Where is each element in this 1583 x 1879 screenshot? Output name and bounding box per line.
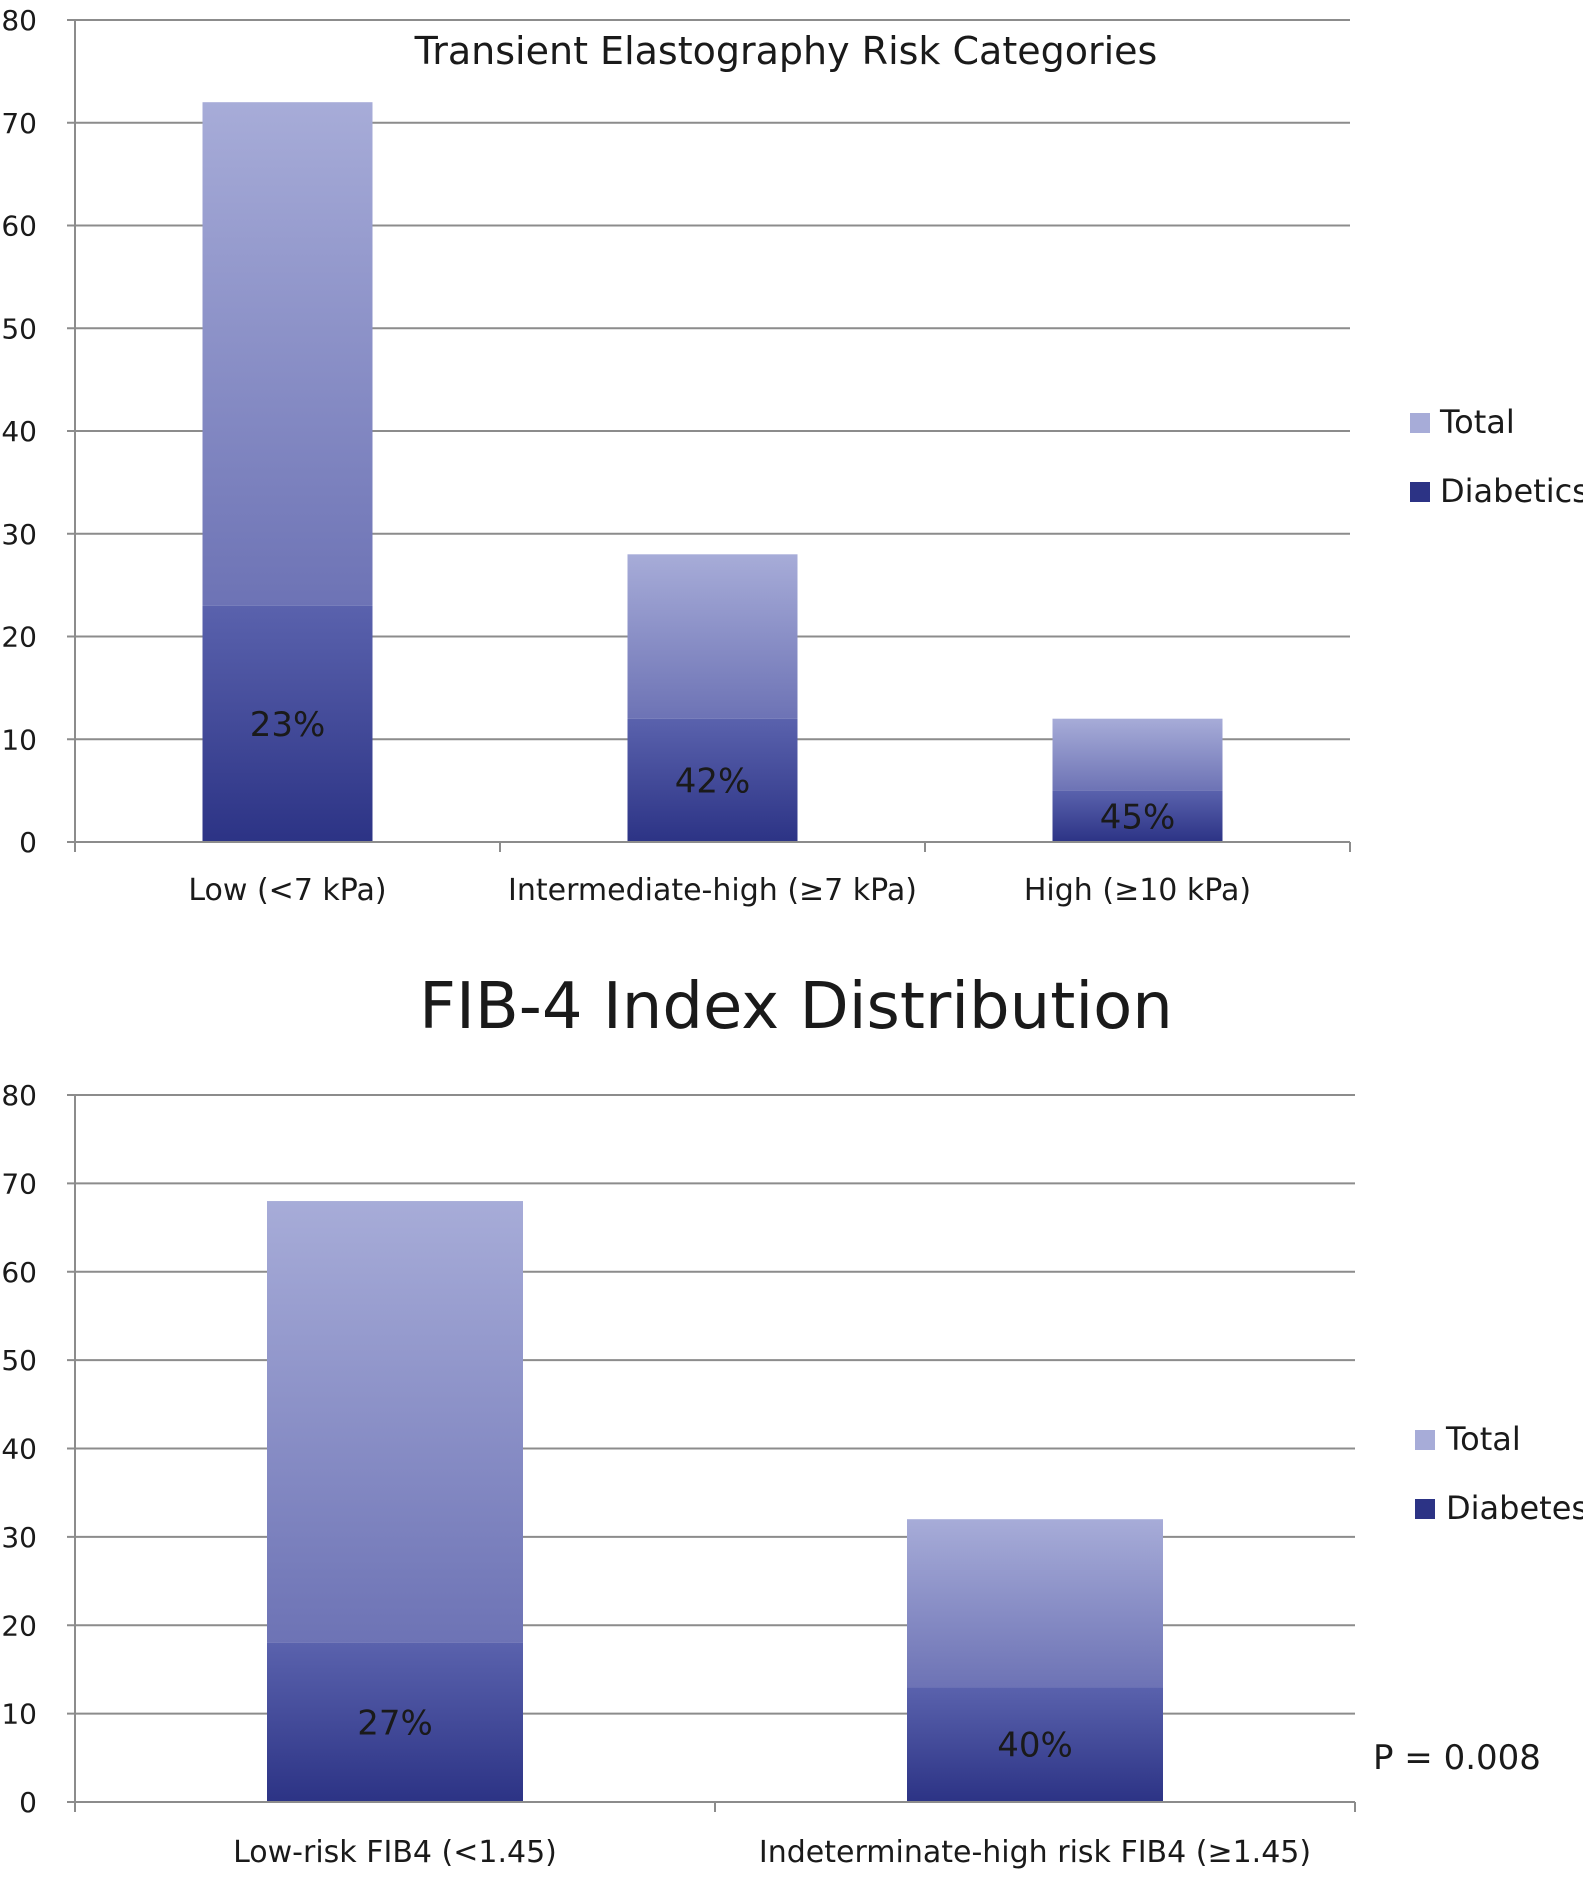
chart1-bar-label: 45% <box>1100 797 1176 837</box>
legend1-diabetics-swatch <box>1410 482 1430 502</box>
chart2-y-tick-label: 60 <box>1 1256 37 1289</box>
chart2-bar-diabetics <box>267 1642 523 1802</box>
chart1-bar-total <box>1052 718 1223 791</box>
chart2-bar-label: 40% <box>997 1726 1073 1766</box>
chart2-bar-label: 27% <box>357 1703 433 1743</box>
chart1-title: Transient Elastography Risk Categories <box>414 29 1158 73</box>
chart1-category-label: Intermediate-high (≥7 kPa) <box>508 873 917 908</box>
chart1-y-tick-label: 70 <box>1 107 37 140</box>
chart1-y-tick-label: 80 <box>1 4 37 37</box>
chart1-bar-total <box>627 554 798 719</box>
chart2-y-tick-label: 30 <box>1 1521 37 1554</box>
chart1-y-tick-label: 50 <box>1 312 37 345</box>
chart2-title: FIB-4 Index Distribution <box>419 970 1173 1044</box>
chart1-bar-label: 42% <box>675 761 751 801</box>
legend2-diabetes-swatch <box>1415 1499 1435 1519</box>
chart2-category-label: Low-risk FIB4 (<1.45) <box>233 1835 557 1870</box>
chart2-y-tick-label: 20 <box>1 1609 37 1642</box>
chart2-category-label: Indeterminate-high risk FIB4 (≥1.45) <box>759 1835 1311 1870</box>
chart2-bar-diabetics <box>907 1687 1163 1802</box>
chart1-bar-total <box>202 102 373 606</box>
legend1-diabetics-label: Diabetics <box>1440 472 1583 510</box>
legend1-total-swatch <box>1410 413 1430 433</box>
p-value-annotation: P = 0.008 <box>1373 1738 1541 1778</box>
chart2-y-tick-labels: 0 10 20 30 40 50 60 70 80 <box>1 1079 37 1819</box>
chart1-legend: Total Diabetics <box>1410 403 1583 510</box>
chart2-x-tick-labels: Low-risk FIB4 (<1.45) Indeterminate-high … <box>233 1835 1311 1870</box>
chart2-y-tick-label: 50 <box>1 1344 37 1377</box>
chart2-y-tick-label: 10 <box>1 1698 37 1731</box>
chart1-y-tick-label: 30 <box>1 518 37 551</box>
chart1-y-tick-label: 40 <box>1 415 37 448</box>
chart1-category-label: Low (<7 kPa) <box>188 873 386 908</box>
chart2-axes <box>67 1094 1356 1812</box>
chart1-bar-diabetics <box>202 605 373 842</box>
chart1-bars: 23% 42% 45% <box>202 102 1223 842</box>
chart2-bar-total <box>267 1201 523 1643</box>
chart1-y-tick-label: 60 <box>1 210 37 243</box>
legend2-diabetes-label: Diabetes <box>1446 1489 1583 1527</box>
chart2-y-tick-label: 0 <box>19 1786 37 1819</box>
chart1-y-tick-label: 0 <box>19 826 37 859</box>
chart1-y-tick-label: 20 <box>1 621 37 654</box>
chart1-bar-diabetics <box>627 718 798 842</box>
chart2-y-tick-label: 80 <box>1 1079 37 1112</box>
chart2-y-tick-label: 70 <box>1 1167 37 1200</box>
chart1-bar-label: 23% <box>250 705 326 745</box>
chart-transient-elastography: 23% 42% 45% 0 10 20 30 40 50 60 70 80 Low (<7 kPa)… <box>1 4 1583 908</box>
chart2-bar-total <box>907 1519 1163 1688</box>
chart1-category-label: High (≥10 kPa) <box>1024 873 1251 908</box>
chart-fib4-distribution: 27% 40% 0 10 20 30 40 50 60 70 80 Low-risk FIB4 (… <box>1 1079 1583 1870</box>
chart2-bars: 27% 40% <box>267 1201 1163 1802</box>
chart1-x-tick-labels: Low (<7 kPa) Intermediate-high (≥7 kPa) Hi… <box>188 873 1251 908</box>
legend1-total-label: Total <box>1439 403 1515 441</box>
chart2-legend: Total Diabetes <box>1415 1420 1583 1527</box>
chart2-y-tick-label: 40 <box>1 1433 37 1466</box>
chart1-axes <box>67 19 1351 852</box>
chart1-bar-diabetics <box>1052 790 1223 842</box>
chart1-y-tick-label: 10 <box>1 723 37 756</box>
legend2-total-swatch <box>1415 1430 1435 1450</box>
chart1-y-tick-labels: 0 10 20 30 40 50 60 70 80 <box>1 4 37 859</box>
legend2-total-label: Total <box>1445 1420 1521 1458</box>
